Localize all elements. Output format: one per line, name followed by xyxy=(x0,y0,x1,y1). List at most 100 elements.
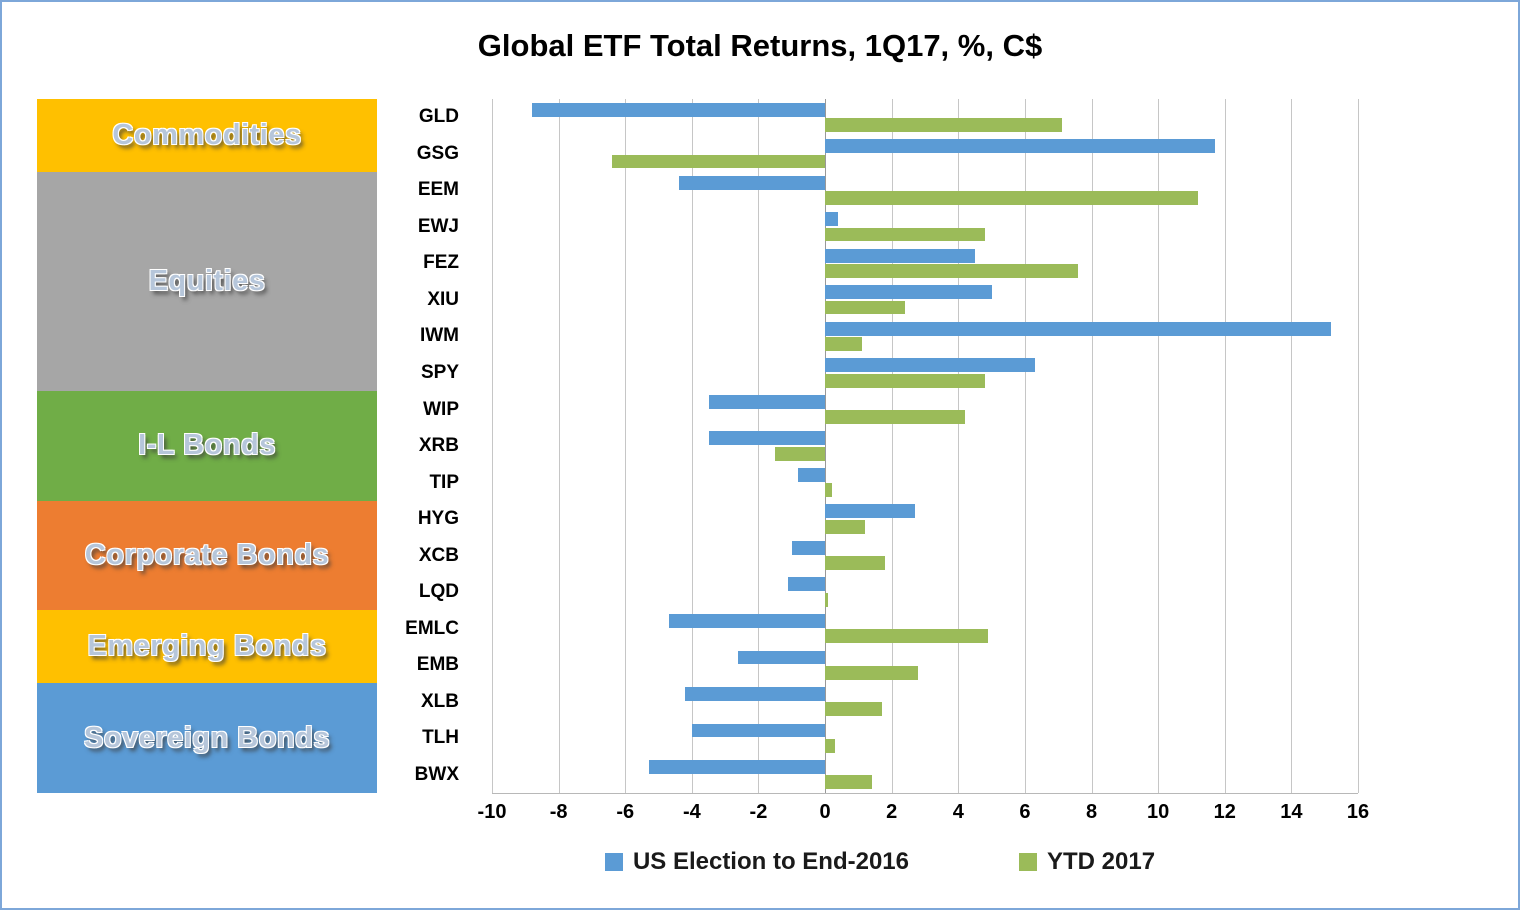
bar-us-election-to-end-2016 xyxy=(791,540,826,555)
chart-row xyxy=(492,318,1358,355)
gridline xyxy=(958,99,960,793)
gridline xyxy=(825,99,827,793)
bar-ytd-2017 xyxy=(825,483,832,498)
chart-row xyxy=(492,99,1358,136)
bar-ytd-2017 xyxy=(825,556,886,571)
bar-us-election-to-end-2016 xyxy=(691,723,826,738)
x-tick-label: 0 xyxy=(819,801,831,823)
legend-item: YTD 2017 xyxy=(1019,848,1155,876)
bar-ytd-2017 xyxy=(611,154,826,169)
chart-row xyxy=(492,720,1358,757)
gridline xyxy=(758,99,760,793)
bar-ytd-2017 xyxy=(775,446,826,461)
legend-label: YTD 2017 xyxy=(1047,848,1156,875)
ticker-label: HYG xyxy=(417,508,459,530)
asset-class-block: Corporate Bonds xyxy=(37,500,377,611)
x-tick-label: -6 xyxy=(616,801,635,823)
bar-ytd-2017 xyxy=(825,300,905,315)
chart-row xyxy=(492,209,1358,246)
ticker-label: WIP xyxy=(423,398,459,420)
bar-us-election-to-end-2016 xyxy=(685,687,826,701)
chart-row xyxy=(492,282,1358,319)
bar-us-election-to-end-2016 xyxy=(708,431,826,446)
ticker-label: SPY xyxy=(420,361,459,383)
bar-ytd-2017 xyxy=(825,519,866,534)
asset-class-label: Emerging Bonds xyxy=(87,630,327,663)
chart-row xyxy=(492,756,1358,793)
bar-us-election-to-end-2016 xyxy=(531,102,826,117)
asset-class-panel: Commodities Equities I-L Bonds Corporate Bo… xyxy=(37,99,377,793)
asset-class-block: Commodities xyxy=(37,99,377,173)
ticker-label: IWM xyxy=(419,325,459,347)
asset-class-label: Equities xyxy=(148,265,266,298)
bar-ytd-2017 xyxy=(825,337,862,352)
bar-us-election-to-end-2016 xyxy=(825,212,839,227)
bar-us-election-to-end-2016 xyxy=(788,577,826,592)
chart-row xyxy=(492,464,1358,501)
chart-row xyxy=(492,501,1358,538)
asset-class-block: Equities xyxy=(37,172,377,392)
bar-ytd-2017 xyxy=(825,738,836,753)
bar-us-election-to-end-2016 xyxy=(678,175,826,190)
legend-label: US Election to End-2016 xyxy=(632,848,909,875)
ticker-label: XCB xyxy=(418,544,459,566)
x-axis: -10 -8 -6 -4 -2 0 2 4 6 8 10 12 14 16 xyxy=(478,801,1370,829)
x-tick-label: 2 xyxy=(886,801,898,823)
gridline xyxy=(1024,99,1026,793)
ticker-label: EWJ xyxy=(417,215,459,237)
x-tick-label: 16 xyxy=(1346,801,1370,823)
gridline xyxy=(492,99,493,793)
bar-ytd-2017 xyxy=(825,191,1199,205)
bar-us-election-to-end-2016 xyxy=(825,504,915,519)
asset-class-label: Commodities xyxy=(112,119,302,152)
bar-us-election-to-end-2016 xyxy=(825,139,1215,154)
bar-ytd-2017 xyxy=(825,629,989,644)
ticker-label: GSG xyxy=(416,142,459,164)
legend-marker xyxy=(1019,853,1037,871)
gridline xyxy=(625,99,627,793)
x-tick-label: -8 xyxy=(549,801,568,823)
bar-us-election-to-end-2016 xyxy=(798,467,826,482)
asset-class-block: Sovereign Bonds xyxy=(37,683,377,793)
gridline xyxy=(1291,99,1293,793)
bar-ytd-2017 xyxy=(825,264,1079,278)
ticker-label: GLD xyxy=(418,106,459,128)
x-tick-label: -10 xyxy=(477,801,507,823)
chart-row xyxy=(492,537,1358,574)
asset-class-label: Sovereign Bonds xyxy=(84,721,330,754)
gridline xyxy=(558,99,560,793)
gridline xyxy=(1158,99,1160,793)
bar-us-election-to-end-2016 xyxy=(668,614,826,628)
chart-row xyxy=(492,428,1358,465)
ticker-label: XLB xyxy=(421,690,459,712)
bar-ytd-2017 xyxy=(825,227,985,242)
bar-ytd-2017 xyxy=(825,117,1062,132)
legend-item: US Election to End-2016 xyxy=(604,848,909,876)
bar-us-election-to-end-2016 xyxy=(825,321,1332,336)
chart-row xyxy=(492,647,1358,684)
chart-row xyxy=(492,574,1358,611)
bar-us-election-to-end-2016 xyxy=(825,358,1035,373)
x-tick-label: -4 xyxy=(682,801,701,823)
x-tick-label: -2 xyxy=(749,801,768,823)
ticker-label: XIU xyxy=(427,288,459,310)
ticker-label: LQD xyxy=(418,581,459,603)
gridline xyxy=(1358,99,1359,793)
asset-class-label: Corporate Bonds xyxy=(84,539,330,572)
chart-title: Global ETF Total Returns, 1Q17, %, C$ xyxy=(477,28,1043,63)
ticker-labels: GLD GSG EEM EWJ FEZ XIU IWM SPY WIP XRB TIP HYG XCB L… xyxy=(377,99,477,793)
gridline xyxy=(691,99,693,793)
gridline xyxy=(1091,99,1093,793)
ticker-label: FEZ xyxy=(423,252,459,274)
bar-us-election-to-end-2016 xyxy=(738,650,826,665)
x-tick-label: 4 xyxy=(952,801,964,823)
bar-ytd-2017 xyxy=(825,702,882,717)
chart-row xyxy=(492,391,1358,428)
x-tick-label: 6 xyxy=(1019,801,1031,823)
chart-row xyxy=(492,245,1358,282)
bar-us-election-to-end-2016 xyxy=(825,285,992,300)
chart-row xyxy=(492,136,1358,173)
bar-ytd-2017 xyxy=(825,592,829,607)
bar-ytd-2017 xyxy=(825,373,985,388)
